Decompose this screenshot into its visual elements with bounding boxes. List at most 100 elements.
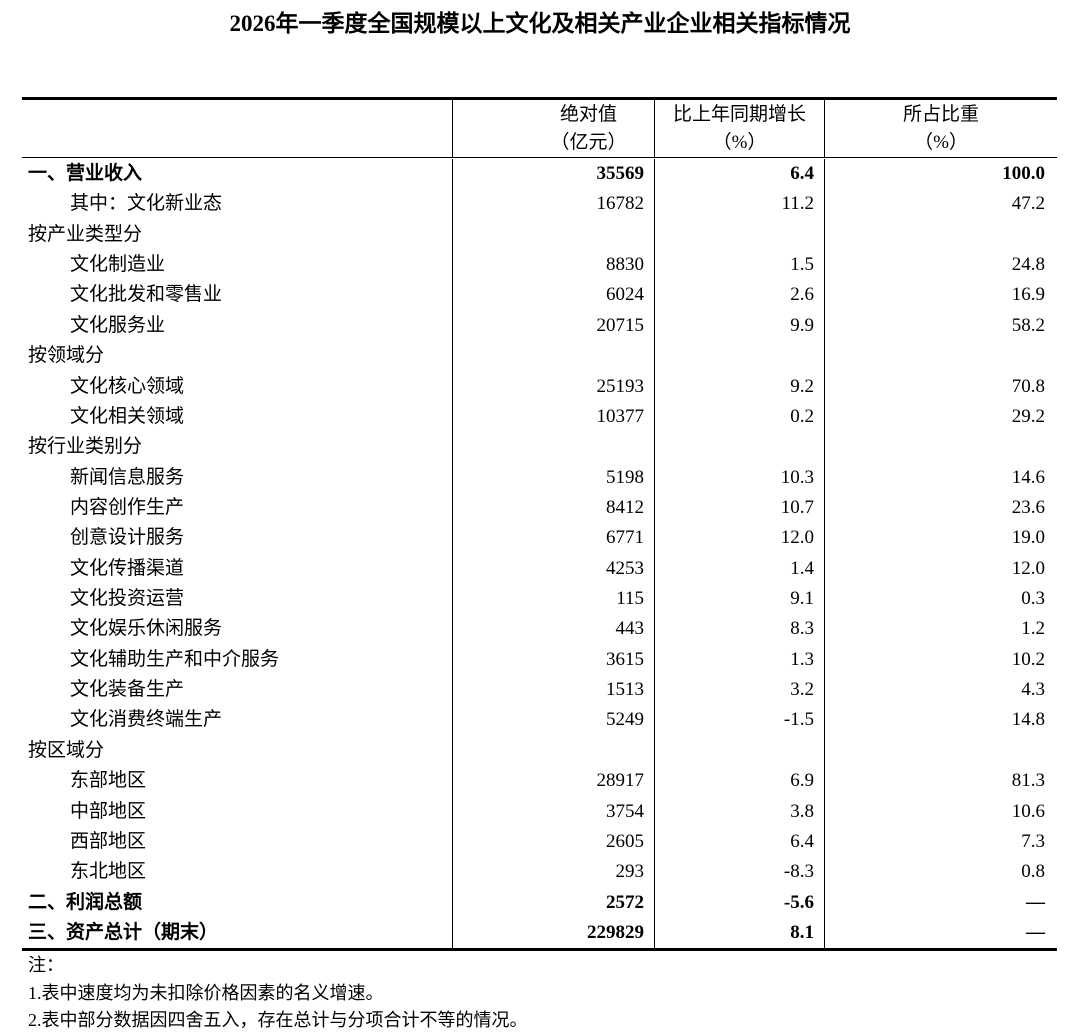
share-value: 7.3 xyxy=(1021,830,1045,852)
table-row: 文化批发和零售业 6024 2.6 16.9 xyxy=(22,280,1057,311)
yoy-growth: 6.9 xyxy=(655,766,825,797)
header-text: 所占比重 xyxy=(902,104,979,125)
header-absolute-value: 绝对值 （亿元） xyxy=(453,100,655,157)
yoy-growth: 9.1 xyxy=(655,584,825,615)
yoy-growth: -5.6 xyxy=(655,887,825,918)
header-unit: （%） xyxy=(712,132,767,153)
row-label: 文化制造业 xyxy=(22,250,453,281)
yoy-growth xyxy=(655,341,825,372)
table-row: 一、营业收入 35569 6.4 100.0 xyxy=(22,159,1057,190)
notes: 注： 1.表中速度均为未扣除价格因素的名义增速。 2.表中部分数据因四舍五入，存… xyxy=(28,952,528,1035)
row-label: 东部地区 xyxy=(22,766,453,797)
share-value: 0.3 xyxy=(1021,588,1045,610)
yoy-growth: 9.9 xyxy=(655,310,825,342)
yoy-growth: 8.3 xyxy=(655,614,825,645)
share-value xyxy=(825,736,1057,766)
row-label: 文化传播渠道 xyxy=(22,553,453,585)
row-label: 新闻信息服务 xyxy=(22,462,453,493)
row-label: 文化辅助生产和中介服务 xyxy=(22,644,453,676)
absolute-value xyxy=(453,219,655,251)
indicator-table: 绝对值 （亿元） 比上年同期增长 （%） 所占比重 （%） 一、营业收入 3556… xyxy=(22,97,1057,952)
share-value: 12.0 xyxy=(1011,557,1045,579)
share-value xyxy=(825,220,1057,250)
row-label: 文化装备生产 xyxy=(22,675,453,706)
absolute-value: 8830 xyxy=(453,250,655,281)
yoy-growth: 10.3 xyxy=(655,462,825,493)
row-label: 文化批发和零售业 xyxy=(22,280,453,311)
share-value: 47.2 xyxy=(1011,193,1045,215)
table-row: 文化辅助生产和中介服务 3615 1.3 10.2 xyxy=(22,644,1057,676)
share-value: 70.8 xyxy=(1011,375,1045,397)
row-label: 文化投资运营 xyxy=(22,584,453,615)
absolute-value: 5249 xyxy=(453,705,655,736)
yoy-growth: 8.1 xyxy=(655,917,825,949)
absolute-value: 25193 xyxy=(453,371,655,402)
table-row: 文化核心领域 25193 9.2 70.8 xyxy=(22,371,1057,402)
absolute-value: 293 xyxy=(453,857,655,888)
table-row: 文化制造业 8830 1.5 24.8 xyxy=(22,250,1057,281)
table-row: 东部地区 28917 6.9 81.3 xyxy=(22,766,1057,797)
absolute-value: 1513 xyxy=(453,675,655,706)
header-text: 比上年同期增长 xyxy=(672,104,806,125)
page-title: 2026年一季度全国规模以上文化及相关产业企业相关指标情况 xyxy=(229,11,851,36)
yoy-growth: 6.4 xyxy=(655,826,825,858)
row-label: 按领域分 xyxy=(22,341,453,372)
table-row: 中部地区 3754 3.8 10.6 xyxy=(22,796,1057,827)
table-row: 西部地区 2605 6.4 7.3 xyxy=(22,826,1057,858)
share-value: 19.0 xyxy=(1011,527,1045,549)
absolute-value xyxy=(453,735,655,767)
absolute-value xyxy=(453,432,655,463)
absolute-value: 6024 xyxy=(453,280,655,311)
table-row: 其中：文化新业态 16782 11.2 47.2 xyxy=(22,189,1057,220)
table-row: 按行业类别分 xyxy=(22,432,1057,463)
share-value: — xyxy=(1026,891,1045,913)
absolute-value: 4253 xyxy=(453,553,655,585)
table-row: 文化投资运营 115 9.1 0.3 xyxy=(22,584,1057,615)
share-value: 0.8 xyxy=(1021,861,1045,883)
table-row: 文化服务业 20715 9.9 58.2 xyxy=(22,310,1057,342)
row-label: 文化服务业 xyxy=(22,310,453,342)
yoy-growth: 0.2 xyxy=(655,401,825,433)
header-unit: （%） xyxy=(914,132,968,153)
absolute-value: 3754 xyxy=(453,796,655,827)
row-label: 二、利润总额 xyxy=(22,887,453,918)
yoy-growth: 2.6 xyxy=(655,280,825,311)
header-yoy-growth: 比上年同期增长 （%） xyxy=(655,100,825,157)
table-header: 绝对值 （亿元） 比上年同期增长 （%） 所占比重 （%） xyxy=(22,100,1057,158)
table-row: 按领域分 xyxy=(22,341,1057,372)
yoy-growth: 11.2 xyxy=(655,189,825,220)
absolute-value: 28917 xyxy=(453,766,655,797)
absolute-value: 20715 xyxy=(453,310,655,342)
yoy-growth: -8.3 xyxy=(655,857,825,888)
share-value xyxy=(825,341,1057,371)
note-item: 2.表中部分数据因四舍五入，存在总计与分项合计不等的情况。 xyxy=(28,1010,528,1030)
absolute-value: 2572 xyxy=(453,887,655,918)
yoy-growth: 10.7 xyxy=(655,492,825,524)
notes-heading: 注： xyxy=(28,955,64,975)
share-value: 100.0 xyxy=(1002,163,1045,184)
table-row: 二、利润总额 2572 -5.6 — xyxy=(22,887,1057,918)
absolute-value: 2605 xyxy=(453,826,655,858)
table-row: 文化消费终端生产 5249 -1.5 14.8 xyxy=(22,705,1057,736)
absolute-value: 10377 xyxy=(453,401,655,433)
table-row: 文化装备生产 1513 3.2 4.3 xyxy=(22,675,1057,706)
absolute-value: 35569 xyxy=(453,159,655,190)
row-label: 按行业类别分 xyxy=(22,432,453,463)
table-row: 文化娱乐休闲服务 443 8.3 1.2 xyxy=(22,614,1057,645)
share-value: 14.8 xyxy=(1011,709,1045,731)
header-label-column xyxy=(22,100,453,157)
row-label: 西部地区 xyxy=(22,826,453,858)
table-row: 三、资产总计（期末） 229829 8.1 — xyxy=(22,917,1057,949)
share-value: 10.6 xyxy=(1011,800,1045,822)
absolute-value xyxy=(453,341,655,372)
share-value: 29.2 xyxy=(1011,405,1045,427)
absolute-value: 3615 xyxy=(453,644,655,676)
row-label: 创意设计服务 xyxy=(22,523,453,554)
row-label: 按产业类型分 xyxy=(22,219,453,251)
row-label: 中部地区 xyxy=(22,796,453,827)
row-label: 文化相关领域 xyxy=(22,401,453,433)
share-value: 81.3 xyxy=(1011,770,1045,792)
yoy-growth: 1.4 xyxy=(655,553,825,585)
share-value: 16.9 xyxy=(1011,284,1045,306)
table-row: 内容创作生产 8412 10.7 23.6 xyxy=(22,492,1057,524)
